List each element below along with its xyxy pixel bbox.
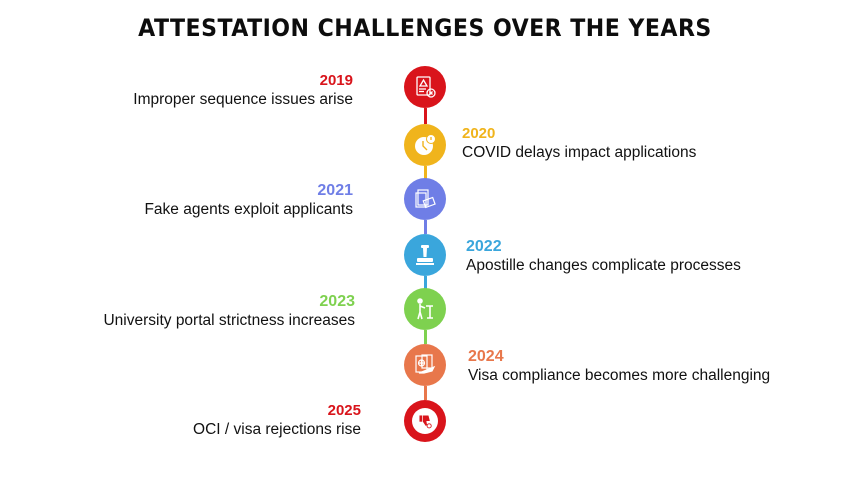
year-label: 2023 bbox=[319, 293, 355, 310]
timeline-connector bbox=[424, 386, 427, 400]
timeline-connector bbox=[424, 108, 427, 124]
timeline-connector bbox=[424, 166, 427, 180]
event-description: Improper sequence issues arise bbox=[133, 91, 353, 108]
timeline-node-2020 bbox=[404, 124, 446, 166]
timeline-node-2025 bbox=[404, 400, 446, 442]
event-description: Fake agents exploit applicants bbox=[144, 201, 353, 218]
event-description: University portal strictness increases bbox=[103, 312, 355, 329]
timeline-entry-2024: 2024 Visa compliance becomes more challe… bbox=[468, 348, 770, 385]
year-label: 2020 bbox=[462, 125, 496, 142]
timeline-node-2022 bbox=[404, 234, 446, 276]
timeline-connector bbox=[424, 276, 427, 290]
timeline-entry-2021: 2021 Fake agents exploit applicants bbox=[144, 182, 353, 219]
year-label: 2022 bbox=[466, 238, 502, 255]
timeline-entry-2025: 2025 OCI / visa rejections rise bbox=[193, 402, 361, 439]
timeline-connector bbox=[424, 330, 427, 344]
event-description: Visa compliance becomes more challenging bbox=[468, 367, 771, 384]
timeline-connector bbox=[424, 220, 427, 234]
timeline-entry-2019: 2019 Improper sequence issues arise bbox=[133, 72, 353, 109]
event-description: OCI / visa rejections rise bbox=[193, 421, 361, 438]
event-description: Apostille changes complicate processes bbox=[466, 257, 741, 274]
year-label: 2025 bbox=[327, 402, 361, 419]
passport-plane-icon bbox=[415, 354, 436, 374]
timeline-node-2024 bbox=[404, 344, 446, 386]
year-label: 2019 bbox=[319, 72, 353, 89]
warning-document-icon bbox=[416, 76, 436, 98]
timeline-entry-2020: 2020 COVID delays impact applications bbox=[462, 125, 696, 162]
timeline-entry-2022: 2022 Apostille changes complicate proces… bbox=[466, 238, 741, 275]
stamp-icon bbox=[416, 245, 434, 265]
event-description: COVID delays impact applications bbox=[462, 144, 697, 161]
timeline-node-2021 bbox=[404, 178, 446, 220]
year-label: 2021 bbox=[317, 182, 353, 199]
year-label: 2024 bbox=[468, 348, 504, 365]
person-at-desk-icon bbox=[417, 298, 433, 320]
timeline-node-2023 bbox=[404, 288, 446, 330]
thumbs-down-icon bbox=[419, 415, 432, 429]
clock-alert-icon bbox=[415, 134, 436, 155]
fake-documents-icon bbox=[415, 189, 436, 209]
page-title: ATTESTATION CHALLENGES OVER THE YEARS bbox=[138, 14, 712, 42]
timeline-node-2019 bbox=[404, 66, 446, 108]
timeline-entry-2023: 2023 University portal strictness increa… bbox=[103, 293, 355, 330]
